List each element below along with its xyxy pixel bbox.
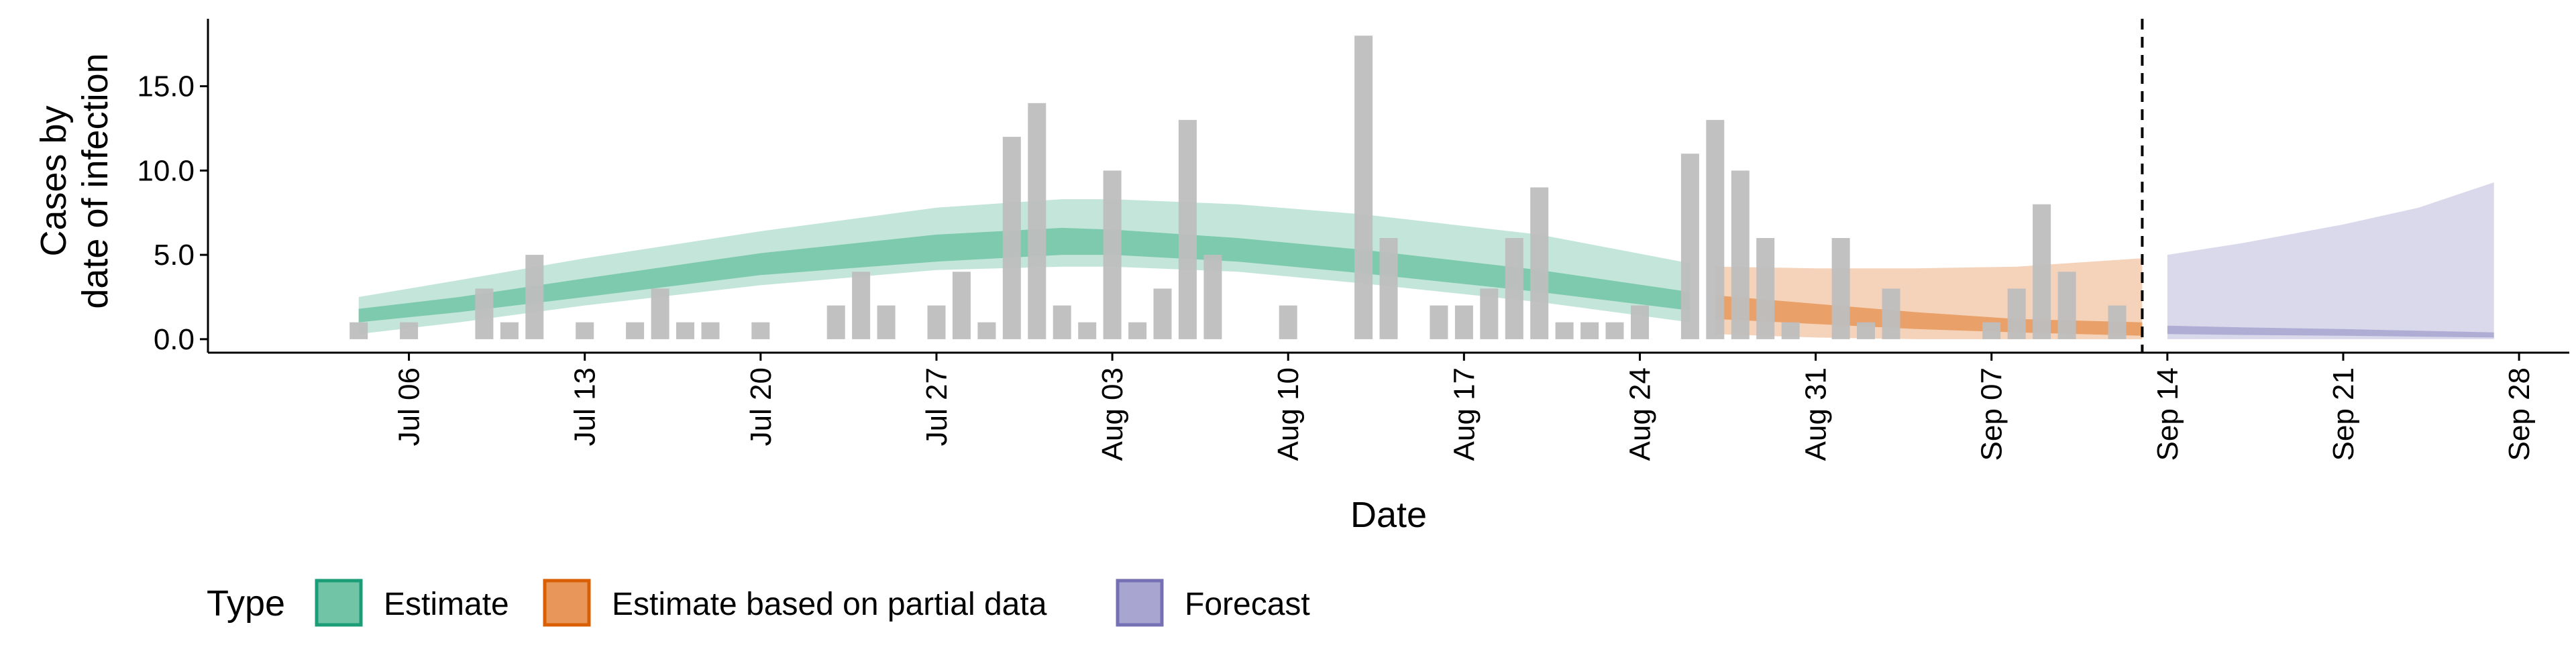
case-bar-2020-09-10 <box>2057 272 2076 339</box>
legend: Type Estimate Estimate based on partial da… <box>207 579 1310 627</box>
case-bar-2020-07-11 <box>525 255 544 339</box>
case-bar-2020-09-09 <box>2033 204 2051 339</box>
case-bar-2020-08-23 <box>1605 322 1624 339</box>
y-tick-label: 0.0 <box>154 323 195 356</box>
y-tick-label: 15.0 <box>137 70 195 103</box>
x-tick-label: Jul 06 <box>393 367 426 446</box>
legend-key-estimate-based-on-partial-data <box>543 579 591 627</box>
y-axis-title: Cases bydate of infection <box>34 53 115 308</box>
case-bar-2020-08-06 <box>1178 119 1197 339</box>
x-tick-label: Sep 14 <box>2151 367 2184 461</box>
case-bar-2020-09-03 <box>1882 288 1900 339</box>
case-bar-2020-07-27 <box>927 305 946 339</box>
x-tick-label: Aug 03 <box>1096 367 1129 461</box>
x-tick-label: Jul 27 <box>920 367 953 446</box>
case-bar-2020-08-27 <box>1706 119 1725 339</box>
y-tick-label: 5.0 <box>154 239 195 272</box>
case-bar-2020-08-13 <box>1354 36 1373 339</box>
case-bar-2020-07-06 <box>400 322 419 339</box>
case-bar-2020-08-21 <box>1555 322 1574 339</box>
x-axis-title: Date <box>1350 495 1427 535</box>
case-bar-2020-07-29 <box>977 322 996 339</box>
x-tick-label: Aug 17 <box>1448 367 1481 461</box>
legend-label-estimate-based-on-partial-data: Estimate based on partial data <box>612 587 1047 622</box>
x-tick-label: Aug 31 <box>1800 367 1833 461</box>
case-bar-2020-09-08 <box>2007 288 2026 339</box>
y-axis-title-line: date of infection <box>75 53 115 308</box>
case-bar-2020-08-14 <box>1379 238 1398 339</box>
case-bar-2020-07-10 <box>500 322 519 339</box>
case-bar-2020-07-28 <box>952 272 971 339</box>
case-bar-2020-09-01 <box>1831 238 1850 339</box>
y-axis-title-line: Cases by <box>34 105 74 256</box>
case-bar-2020-08-18 <box>1480 288 1499 339</box>
reported-cases-bars-layer <box>350 36 2127 339</box>
x-tick-label: Aug 24 <box>1623 367 1656 461</box>
case-bar-2020-09-12 <box>2108 305 2127 339</box>
case-bar-2020-07-30 <box>1002 137 1021 339</box>
case-bar-2020-08-28 <box>1731 170 1750 339</box>
case-bar-2020-08-24 <box>1631 305 1649 339</box>
x-tick-label: Jul 13 <box>569 367 602 446</box>
case-bar-2020-07-18 <box>701 322 720 339</box>
case-bar-2020-07-20 <box>751 322 770 339</box>
case-bar-2020-09-07 <box>1982 322 2001 339</box>
case-bar-2020-08-10 <box>1279 305 1297 339</box>
case-bar-2020-08-05 <box>1153 288 1172 339</box>
uncertainty-bands-layer <box>358 182 2494 339</box>
y-tick-label: 10.0 <box>137 154 195 187</box>
case-bar-2020-08-20 <box>1530 187 1549 339</box>
band-90-forecast <box>2167 182 2494 339</box>
x-tick-label: Sep 21 <box>2327 367 2360 461</box>
case-bar-2020-07-31 <box>1028 103 1046 339</box>
axes-layer: 0.0 5.0 10.0 15.0 Jul 06 Jul 13 Jul 20 Jul 27 Au… <box>34 19 2569 535</box>
case-bar-2020-07-15 <box>626 322 645 339</box>
case-bar-2020-08-17 <box>1454 305 1473 339</box>
x-tick-label: Aug 10 <box>1272 367 1305 461</box>
case-bar-2020-07-16 <box>651 288 669 339</box>
case-bar-2020-07-13 <box>576 322 594 339</box>
case-bar-2020-07-17 <box>676 322 694 339</box>
case-bar-2020-08-03 <box>1103 170 1122 339</box>
legend-label-forecast: Forecast <box>1185 587 1310 622</box>
case-bar-2020-08-04 <box>1128 322 1147 339</box>
case-bar-2020-08-16 <box>1430 305 1448 339</box>
case-bar-2020-08-29 <box>1756 238 1775 339</box>
case-bar-2020-08-07 <box>1203 255 1222 339</box>
band-50-forecast <box>2167 325 2494 338</box>
case-bar-2020-08-30 <box>1781 322 1800 339</box>
x-tick-label: Sep 07 <box>1976 367 2008 461</box>
case-bar-2020-08-19 <box>1505 238 1523 339</box>
case-bar-2020-08-01 <box>1053 305 1071 339</box>
x-tick-label: Jul 20 <box>745 367 777 446</box>
legend-key-forecast <box>1116 579 1164 627</box>
case-bar-2020-08-22 <box>1580 322 1599 339</box>
case-bar-2020-07-09 <box>475 288 494 339</box>
case-bar-2020-08-26 <box>1680 154 1699 339</box>
case-bar-2020-07-23 <box>826 305 845 339</box>
case-bar-2020-08-02 <box>1078 322 1097 339</box>
case-bar-2020-07-04 <box>350 322 368 339</box>
case-bar-2020-07-25 <box>877 305 896 339</box>
x-tick-label: Sep 28 <box>2503 367 2536 461</box>
legend-key-estimate <box>315 579 363 627</box>
legend-title: Type <box>207 583 285 624</box>
case-bar-2020-09-02 <box>1857 322 1875 339</box>
case-bar-2020-07-24 <box>852 272 871 339</box>
legend-label-estimate: Estimate <box>384 587 509 622</box>
